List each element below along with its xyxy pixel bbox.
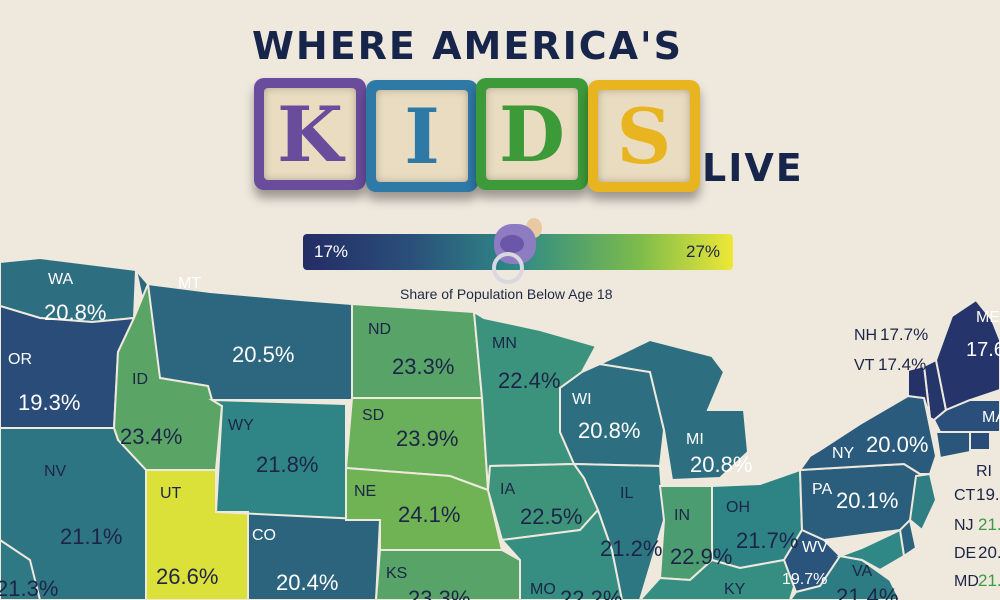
state-mt-abbr-label: MT [178, 275, 201, 292]
state-nd-value-label: 23.3% [392, 354, 454, 379]
state-partial-value-label: 21.3% [0, 576, 58, 600]
block-s-letter: S [598, 90, 690, 182]
state-ri-abbr-label: RI [976, 463, 992, 480]
state-nj-abbr-label: NJ [954, 517, 974, 534]
state-ia-abbr-label: IA [500, 481, 515, 498]
legend-max-label: 27% [686, 242, 721, 261]
state-wi-abbr-label: WI [572, 391, 592, 408]
state-sd-value-label: 23.9% [396, 426, 458, 451]
state-de-abbr-label: DE [954, 545, 976, 562]
state-ct-value-label: 19.8 [976, 485, 1000, 504]
state-in-abbr-label: IN [674, 507, 690, 524]
state-va-value-label: 21.4% [836, 584, 898, 600]
state-wy-abbr-label: WY [228, 417, 254, 434]
legend-min-label: 17% [314, 242, 349, 261]
state-md-value-label: 21.9% [978, 571, 1000, 590]
state-ut-abbr-label: UT [160, 485, 182, 502]
state-ne-abbr-label: NE [354, 483, 376, 500]
state-in-value-label: 22.9% [670, 544, 732, 569]
state-mo-abbr-label: MO [530, 581, 556, 598]
block-s: S [588, 80, 700, 192]
state-md-abbr-label: MD [954, 573, 979, 590]
block-k: K [254, 78, 366, 190]
state-id-abbr-label: ID [132, 371, 148, 388]
state-or-value-label: 19.3% [18, 390, 80, 415]
title-line-1: WHERE AMERICA'S [252, 24, 684, 68]
state-de-value-label: 20.3% [978, 543, 1000, 562]
state-vt-value-label: 17.4% [878, 355, 926, 374]
state-nd [351, 302, 484, 399]
state-wi-value-label: 20.8% [578, 418, 640, 443]
state-wa-abbr-label: WA [48, 271, 74, 288]
state-ne-value-label: 24.1% [398, 502, 460, 527]
state-me-value-label: 17.6 [966, 339, 1000, 361]
block-d-letter: D [486, 88, 578, 180]
state-pa-abbr-label: PA [812, 481, 832, 498]
state-oh-abbr-label: OH [726, 499, 750, 516]
state-wi [559, 362, 666, 468]
state-ny-abbr-label: NY [832, 445, 855, 462]
state-me-abbr-label: ME [976, 309, 1000, 326]
state-ia-value-label: 22.5% [520, 504, 582, 529]
state-nv-value-label: 21.1% [60, 524, 122, 549]
state-sd-abbr-label: SD [362, 407, 384, 424]
state-ky-abbr-label: KY [724, 581, 746, 598]
state-vt [907, 364, 931, 419]
state-ky [638, 558, 798, 600]
state-ks-abbr-label: KS [386, 565, 407, 582]
state-ct [934, 431, 971, 460]
state-md [836, 528, 906, 572]
state-or-abbr-label: OR [8, 351, 32, 368]
state-co-abbr-label: CO [252, 527, 276, 544]
state-mi-abbr-label: MI [686, 431, 704, 448]
block-i-letter: I [376, 90, 468, 182]
state-ks-value-label: 23.3% [408, 586, 470, 600]
state-wy-value-label: 21.8% [256, 452, 318, 477]
state-il-value-label: 21.2% [600, 536, 662, 561]
state-partial [0, 538, 42, 600]
state-nv-abbr-label: NV [44, 463, 67, 480]
state-nj-value-label: 21.5% [978, 515, 1000, 534]
state-nd-abbr-label: ND [368, 321, 391, 338]
state-nh-value-label: 17.7% [880, 325, 928, 344]
state-vt-abbr-label: VT [854, 357, 875, 374]
block-i: I [366, 80, 478, 192]
block-d: D [476, 78, 588, 190]
state-wv-abbr-label: WV [802, 539, 828, 556]
state-mi [596, 338, 750, 482]
state-id-value-label: 23.4% [120, 424, 182, 449]
state-mt-value-label: 20.5% [232, 342, 294, 367]
title-line-2: LIVE [702, 146, 804, 190]
pacifier-icon [492, 218, 542, 284]
state-va [788, 554, 902, 600]
state-ny-value-label: 20.0% [866, 432, 928, 457]
state-mi-value-label: 20.8% [690, 452, 752, 477]
state-nj [908, 472, 938, 532]
block-k-letter: K [264, 88, 356, 180]
state-il-abbr-label: IL [620, 485, 633, 502]
legend-caption: Share of Population Below Age 18 [400, 286, 613, 302]
state-nh-abbr-label: NH [854, 327, 877, 344]
state-mn-abbr-label: MN [492, 335, 517, 352]
state-ma-abbr-label: MA [982, 409, 1000, 426]
state-wv-value-label: 19.7% [782, 571, 827, 588]
state-va-abbr-label: VA [852, 563, 872, 580]
state-mn-value-label: 22.4% [498, 368, 560, 393]
state-ri [969, 431, 991, 451]
state-mo-value-label: 22.2% [560, 586, 622, 600]
state-co-value-label: 20.4% [276, 570, 338, 595]
state-wa-value-label: 20.8% [44, 300, 106, 325]
state-ct-abbr-label: CT [954, 487, 976, 504]
state-ut-value-label: 26.6% [156, 564, 218, 589]
state-pa-value-label: 20.1% [836, 488, 898, 513]
state-oh-value-label: 21.7% [736, 528, 798, 553]
